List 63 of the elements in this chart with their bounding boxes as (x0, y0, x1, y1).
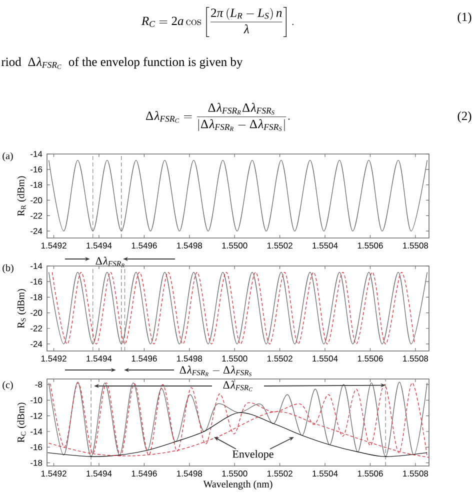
chart-title: (a) (2, 152, 13, 162)
x-tick-label: 1.5494 (86, 470, 112, 477)
x-tick-label: 1.5492 (41, 242, 66, 249)
y-tick-label: -14 (30, 428, 42, 434)
chart-title: (b) (2, 264, 14, 274)
y-tick-label: -20 (30, 310, 42, 316)
x-tick-label: 1.5508 (403, 242, 428, 249)
text: $R_{C}=2a\cos\left[\frac{2\pi\left(L_{R}-L_{S}\right)n}{\lambda}\right].$ (141, 6, 294, 38)
x-tick-label: 1.5492 (41, 356, 66, 362)
text: $\Delta\lambda_{FSR_{C}}$ (28, 57, 62, 69)
y-tick-label: -20 (30, 197, 42, 204)
annotation: $\Delta\lambda_{FSR_{C}}$ (223, 380, 252, 392)
x-tick-label: 1.5500 (222, 242, 248, 249)
chart-title: (c) (2, 381, 13, 390)
x-tick-label: 1.5502 (267, 242, 292, 249)
y-axis-title: R$_{R}$ (dBm) (17, 176, 26, 216)
x-tick-label: 1.5500 (222, 356, 248, 362)
x-tick-label: 1.5498 (177, 242, 202, 249)
y-tick-label: -16 (30, 278, 42, 285)
y-tick-label: -14 (30, 151, 42, 157)
x-tick-label: 1.5506 (358, 242, 383, 249)
x-tick-label: 1.5504 (312, 242, 338, 249)
y-tick-label: -22 (30, 212, 42, 219)
x-tick-label: 1.5498 (177, 356, 202, 362)
x-tick-label: 1.5508 (403, 470, 428, 477)
x-tick-label: 1.5502 (267, 470, 292, 477)
x-tick-label: 1.5506 (358, 356, 383, 362)
x-tick-label: 1.5498 (177, 470, 202, 477)
annotation: $\Delta\lambda_{FSR_{R}}$ (96, 256, 124, 268)
annotation: Envelope (232, 450, 274, 460)
y-tick-label: -16 (30, 444, 42, 450)
text: of the envelop function is given by (68, 57, 243, 69)
x-tick-label: 1.5504 (312, 470, 338, 477)
x-tick-label: 1.5504 (312, 356, 338, 362)
y-tick-label: -24 (30, 228, 42, 234)
y-tick-label: -14 (30, 263, 42, 269)
y-tick-label: -10 (30, 397, 42, 404)
text: $\Delta\lambda_{FSR_{R}}-\Delta\lambda_{FSR_{S}}$ (180, 366, 252, 376)
x-tick-label: 1.5506 (358, 470, 383, 477)
y-tick-label: -8 (35, 381, 42, 388)
x-tick-label: 1.5502 (267, 356, 292, 362)
y-axis-title: R$_{C}$ (dBm) (17, 402, 26, 442)
x-tick-label: 1.5500 (222, 470, 248, 477)
y-tick-label: -24 (30, 341, 42, 347)
y-tick-label: -18 (30, 182, 42, 188)
x-tick-label: 1.5494 (86, 242, 112, 249)
y-axis-title: R$_{S}$ (dBm) (17, 289, 26, 328)
text: $\Delta\lambda_{FSR_{C}}=\frac{\Delta\lambda_{FSR_{R}}\Delta\lambda_{FSR_{S}}}{\left|\Delta\lambda_{FSR_{R}}-\Delta\lambda_{FSR_{S}}\right|}.$ (146, 102, 290, 132)
x-tick-label: 1.5492 (41, 470, 66, 477)
y-tick-label: -12 (30, 412, 42, 419)
x-tick-label: 1.5496 (132, 356, 157, 362)
x-tick-label: 1.5494 (86, 356, 112, 362)
y-tick-label: -18 (30, 460, 42, 466)
y-tick-label: -18 (30, 294, 42, 300)
text: (1) (458, 12, 472, 24)
y-tick-label: -22 (30, 325, 42, 332)
x-tick-label: 1.5508 (403, 356, 428, 362)
x-tick-label: 1.5496 (132, 242, 157, 249)
y-tick-label: -16 (30, 166, 42, 172)
text: riod (1, 57, 22, 66)
x-tick-label: 1.5496 (132, 470, 157, 477)
x-axis-title: Wavelength (nm) (203, 480, 272, 490)
text: (2) (458, 111, 472, 123)
